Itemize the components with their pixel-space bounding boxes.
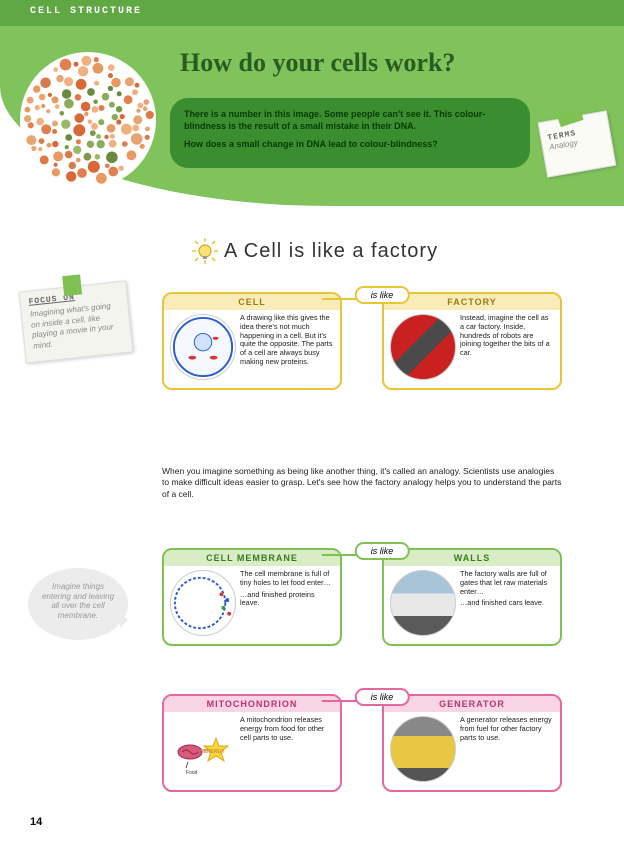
- section-title-row: A Cell is like a factory: [192, 238, 438, 264]
- intro-text-1: There is a number in this image. Some pe…: [184, 108, 516, 132]
- mitochondrion-label: MITOCHONDRION: [164, 696, 340, 712]
- comparison-membrane-walls: CELL MEMBRANE The cell membrane is full …: [162, 548, 602, 646]
- analogy-paragraph: When you imagine something as being like…: [162, 466, 562, 500]
- walls-text-2: …and finished cars leave.: [460, 599, 554, 608]
- walls-text-1: The factory walls are full of gates that…: [460, 570, 554, 596]
- intro-text-2: How does a small change in DNA lead to c…: [184, 138, 516, 150]
- is-like-pill: is like: [355, 286, 410, 304]
- cell-box: CELL A drawing like this gives the idea …: [162, 292, 342, 390]
- focus-sticky-note: FOCUS ON Imagining what's going on insid…: [19, 281, 134, 364]
- factory-text: Instead, imagine the cell as a car facto…: [460, 314, 554, 358]
- speech-text: Imagine things entering and leaving all …: [42, 582, 114, 620]
- membrane-label: CELL MEMBRANE: [164, 550, 340, 566]
- terms-sticky-note: TERMS Analogy: [538, 110, 617, 177]
- tape-decoration: [62, 274, 82, 296]
- mitochondrion-text: A mitochondrion releases energy from foo…: [240, 716, 334, 742]
- walls-box: WALLS The factory walls are full of gate…: [382, 548, 562, 646]
- svg-text:ENERGY: ENERGY: [203, 749, 225, 755]
- mitochondrion-box: MITOCHONDRION ENERGY Food A: [162, 694, 342, 792]
- mitochondrion-diagram: ENERGY Food: [170, 716, 236, 782]
- focus-body: Imagining what's going on inside a cell,…: [30, 301, 124, 352]
- generator-box: GENERATOR A generator releases energy fr…: [382, 694, 562, 792]
- factory-box: FACTORY Instead, imagine the cell as a c…: [382, 292, 562, 390]
- speech-bubble: Imagine things entering and leaving all …: [28, 568, 128, 640]
- header-category: CELL STRUCTURE: [0, 0, 624, 26]
- is-like-pill: is like: [355, 688, 410, 706]
- comparison-cell-factory: CELL A drawing like this gives the idea …: [162, 292, 602, 390]
- ishihara-plate: [18, 50, 158, 190]
- membrane-box: CELL MEMBRANE The cell membrane is full …: [162, 548, 342, 646]
- walls-image: [390, 570, 456, 636]
- walls-text: The factory walls are full of gates that…: [460, 570, 554, 611]
- generator-label: GENERATOR: [384, 696, 560, 712]
- generator-image: [390, 716, 456, 782]
- page-title: How do your cells work?: [180, 48, 594, 78]
- cell-label: CELL: [164, 294, 340, 310]
- membrane-text: The cell membrane is full of tiny holes …: [240, 570, 334, 611]
- membrane-text-2: …and finished proteins leave.: [240, 591, 334, 609]
- section-title: A Cell is like a factory: [224, 240, 438, 263]
- factory-image: [390, 314, 456, 380]
- generator-text: A generator releases energy from fuel fo…: [460, 716, 554, 742]
- svg-text:Food: Food: [186, 770, 198, 776]
- walls-label: WALLS: [384, 550, 560, 566]
- is-like-pill: is like: [355, 542, 410, 560]
- membrane-text-1: The cell membrane is full of tiny holes …: [240, 570, 334, 588]
- intro-callout: There is a number in this image. Some pe…: [170, 98, 530, 168]
- membrane-diagram: [170, 570, 236, 636]
- page-number: 14: [30, 816, 42, 828]
- lightbulb-icon: [192, 238, 218, 264]
- comparison-mito-generator: MITOCHONDRION ENERGY Food A: [162, 694, 602, 792]
- cell-text: A drawing like this gives the idea there…: [240, 314, 334, 367]
- factory-label: FACTORY: [384, 294, 560, 310]
- cell-diagram: [170, 314, 236, 380]
